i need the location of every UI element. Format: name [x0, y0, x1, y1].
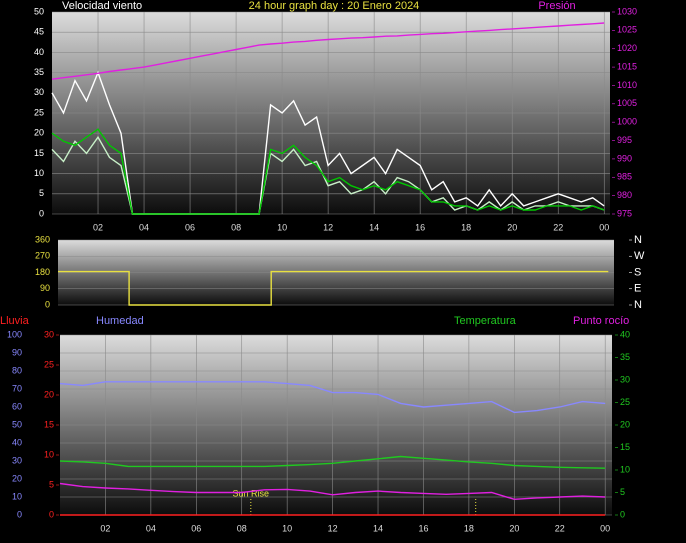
x-tick-label: 04 — [146, 523, 156, 533]
y-tick-label: 0 — [39, 208, 44, 218]
y3-tick-label: 20 — [44, 389, 54, 399]
y2-tick-label: 990 — [617, 153, 632, 163]
y2-tick-label: 975 — [617, 208, 632, 218]
y2-tick-label: 5 — [620, 487, 625, 497]
x-tick-label: 10 — [282, 523, 292, 533]
x-tick-label: 08 — [237, 523, 247, 533]
y3-tick-label: 25 — [44, 359, 54, 369]
y-tick-label: 100 — [7, 329, 22, 339]
y-tick-label: 20 — [34, 128, 44, 138]
y2-tick-label: 1000 — [617, 117, 637, 127]
series-line — [59, 482, 606, 501]
x-tick-label: 14 — [373, 523, 383, 533]
y2-tick-label: N — [634, 234, 642, 246]
y-tick-label: 70 — [12, 383, 22, 393]
y-tick-label: 0 — [45, 299, 50, 309]
x-tick-label: 12 — [328, 523, 338, 533]
series-line — [51, 22, 605, 80]
y-tick-label: 10 — [12, 491, 22, 501]
y2-tick-label: 1020 — [617, 43, 637, 53]
y-tick-label: 30 — [12, 455, 22, 465]
y-tick-label: 20 — [12, 473, 22, 483]
x-tick-label: 00 — [599, 222, 609, 232]
y3-tick-label: 15 — [44, 419, 54, 429]
y2-tick-label: 985 — [617, 172, 632, 182]
y2-tick-label: 15 — [620, 442, 630, 452]
y-tick-label: 30 — [34, 87, 44, 97]
y2-tick-label: 10 — [620, 464, 630, 474]
legend-entry: Humedad — [96, 315, 144, 327]
x-tick-label: 16 — [418, 523, 428, 533]
y-tick-label: 90 — [40, 283, 50, 293]
legend-entry: Temperatura — [454, 315, 517, 327]
y-tick-label: 40 — [34, 47, 44, 57]
y-tick-label: 15 — [34, 148, 44, 158]
y-tick-label: 360 — [35, 234, 50, 244]
x-tick-label: 10 — [277, 222, 287, 232]
x-tick-label: 18 — [464, 523, 474, 533]
annotation: Sun Rise — [233, 488, 270, 498]
x-tick-label: 06 — [185, 222, 195, 232]
y-tick-label: 80 — [12, 365, 22, 375]
x-tick-label: 02 — [100, 523, 110, 533]
y2-tick-label: 1005 — [617, 98, 637, 108]
y2-tick-label: 35 — [620, 352, 630, 362]
y-tick-label: 50 — [34, 6, 44, 16]
x-tick-label: 20 — [507, 222, 517, 232]
x-tick-label: 22 — [553, 222, 563, 232]
y-tick-label: 40 — [12, 437, 22, 447]
y-tick-label: 50 — [12, 419, 22, 429]
y2-tick-label: 980 — [617, 190, 632, 200]
x-tick-label: 16 — [415, 222, 425, 232]
legend-entry: Punto rocío — [573, 315, 629, 327]
y3-tick-label: 30 — [44, 329, 54, 339]
y-tick-label: 10 — [34, 168, 44, 178]
y-tick-label: 90 — [12, 347, 22, 357]
x-tick-label: 06 — [191, 523, 201, 533]
y-tick-label: 25 — [34, 107, 44, 117]
series-line — [59, 455, 606, 469]
y2-tick-label: 995 — [617, 135, 632, 145]
y2-tick-label: 20 — [620, 419, 630, 429]
y2-tick-label: 1015 — [617, 61, 637, 71]
y2-tick-label: 0 — [620, 509, 625, 519]
series-line — [59, 381, 606, 414]
y3-tick-label: 5 — [49, 479, 54, 489]
y3-tick-label: 0 — [49, 509, 54, 519]
y2-tick-label: W — [634, 250, 645, 262]
wind-label: Velocidad viento — [62, 0, 142, 12]
y-tick-label: 45 — [34, 27, 44, 37]
y2-tick-label: 40 — [620, 329, 630, 339]
y2-tick-label: S — [634, 266, 641, 278]
series-line — [51, 128, 605, 215]
y2-tick-label: 25 — [620, 397, 630, 407]
y3-tick-label: 10 — [44, 449, 54, 459]
y-tick-label: 5 — [39, 188, 44, 198]
y-tick-label: 60 — [12, 401, 22, 411]
y-tick-label: 35 — [34, 67, 44, 77]
y-tick-label: 270 — [35, 251, 50, 261]
x-tick-label: 22 — [555, 523, 565, 533]
y2-tick-label: 1010 — [617, 80, 637, 90]
x-tick-label: 14 — [369, 222, 379, 232]
x-tick-label: 20 — [509, 523, 519, 533]
y2-tick-label: 30 — [620, 374, 630, 384]
legend-entry: Lluvia — [0, 315, 30, 327]
x-tick-label: 12 — [323, 222, 333, 232]
chart-title: 24 hour graph day : 20 Enero 2024 — [249, 0, 420, 12]
x-tick-label: 08 — [231, 222, 241, 232]
x-tick-label: 18 — [461, 222, 471, 232]
x-tick-label: 04 — [139, 222, 149, 232]
y-tick-label: 0 — [17, 509, 22, 519]
series-line — [58, 270, 609, 306]
y2-tick-label: N — [634, 299, 642, 311]
legend-entry: Presión — [538, 0, 575, 12]
x-tick-label: 02 — [93, 222, 103, 232]
y2-tick-label: 1030 — [617, 6, 637, 16]
y2-tick-label: E — [634, 283, 641, 295]
x-tick-label: 00 — [600, 523, 610, 533]
y-tick-label: 180 — [35, 267, 50, 277]
y2-tick-label: 1025 — [617, 25, 637, 35]
